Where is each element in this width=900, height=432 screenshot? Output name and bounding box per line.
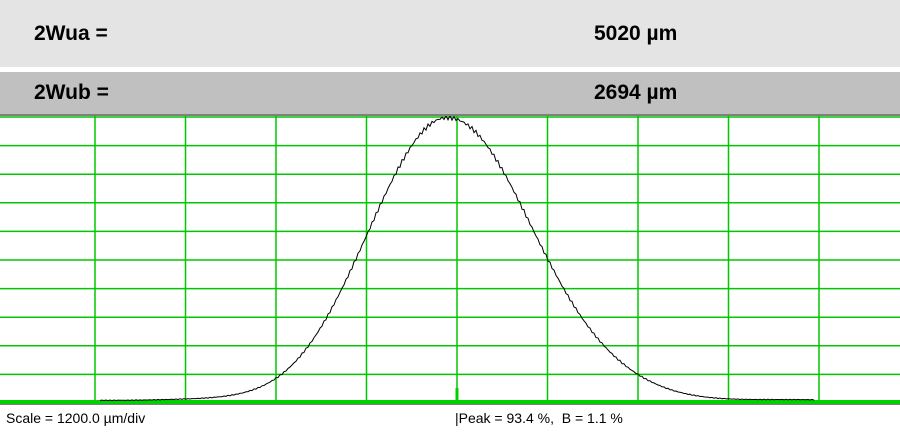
readout-label: 2Wub = (34, 81, 109, 104)
grid (0, 116, 900, 402)
profile-plot (0, 116, 900, 404)
readout-value: 5020 µm (594, 21, 678, 45)
readout-row: 2Wua = 5020 µm (0, 0, 900, 69)
peak-text: |Peak = 93.4 %, B = 1.1 % (455, 410, 623, 426)
readout-value: 2694 µm (594, 81, 678, 104)
profile-curve (99, 116, 815, 402)
readout-row: 2Wub = 2694 µm (0, 70, 900, 116)
scale-text: Scale = 1200.0 µm/div (6, 410, 146, 426)
readout-label: 2Wua = (34, 21, 108, 45)
status-bar: Scale = 1200.0 µm/div |Peak = 93.4 %, B … (0, 404, 900, 432)
